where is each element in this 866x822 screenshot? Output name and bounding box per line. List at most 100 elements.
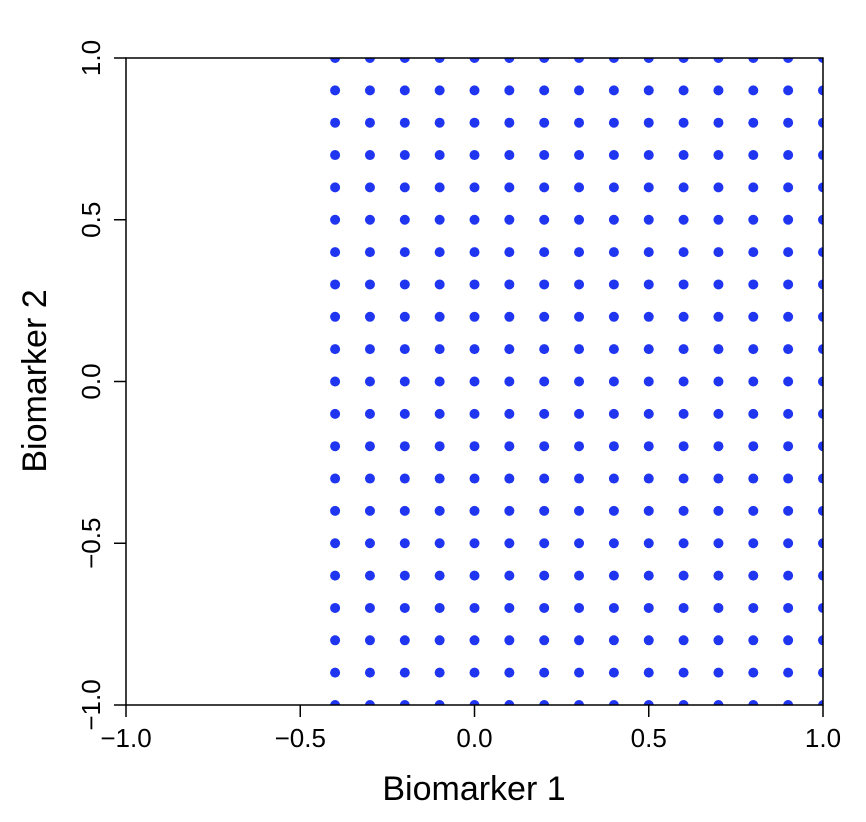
point: [539, 505, 550, 516]
point: [818, 311, 823, 322]
point: [608, 279, 619, 290]
point: [643, 214, 654, 225]
point: [539, 117, 550, 128]
point: [574, 150, 585, 161]
point: [818, 570, 823, 581]
point: [608, 344, 619, 355]
point: [399, 247, 410, 258]
point: [678, 441, 689, 452]
point: [504, 635, 515, 646]
point: [818, 58, 823, 63]
point: [364, 635, 375, 646]
point: [713, 408, 724, 419]
point: [608, 441, 619, 452]
point: [399, 85, 410, 96]
point: [504, 344, 515, 355]
point: [399, 376, 410, 387]
point: [330, 344, 341, 355]
point: [748, 344, 759, 355]
point: [399, 214, 410, 225]
point: [434, 247, 445, 258]
point: [539, 441, 550, 452]
point: [539, 376, 550, 387]
point: [364, 182, 375, 193]
point: [713, 214, 724, 225]
point: [399, 602, 410, 613]
point: [748, 85, 759, 96]
point: [608, 505, 619, 516]
point: [748, 473, 759, 484]
point: [539, 85, 550, 96]
point: [574, 570, 585, 581]
point: [574, 58, 585, 63]
point: [783, 505, 794, 516]
point: [818, 635, 823, 646]
point: [364, 667, 375, 678]
y-axis-label: Biomarker 2: [16, 289, 54, 472]
point: [330, 247, 341, 258]
point: [818, 700, 823, 705]
point: [539, 667, 550, 678]
point: [364, 214, 375, 225]
point: [643, 182, 654, 193]
point: [678, 505, 689, 516]
point: [504, 214, 515, 225]
point: [643, 376, 654, 387]
point: [364, 700, 375, 705]
point: [330, 602, 341, 613]
point: [469, 182, 480, 193]
point: [748, 602, 759, 613]
point: [504, 182, 515, 193]
point: [783, 182, 794, 193]
point: [469, 311, 480, 322]
point: [434, 311, 445, 322]
point: [539, 570, 550, 581]
x-tick-label: 0.5: [631, 723, 667, 753]
point: [678, 58, 689, 63]
point: [608, 58, 619, 63]
point: [504, 441, 515, 452]
point: [539, 150, 550, 161]
point: [608, 85, 619, 96]
point: [574, 117, 585, 128]
point: [713, 344, 724, 355]
point: [469, 667, 480, 678]
point: [469, 538, 480, 549]
point: [330, 182, 341, 193]
point: [469, 247, 480, 258]
point: [399, 635, 410, 646]
point: [783, 117, 794, 128]
point: [504, 311, 515, 322]
point: [608, 538, 619, 549]
point: [748, 247, 759, 258]
point: [399, 311, 410, 322]
point: [574, 344, 585, 355]
point: [608, 667, 619, 678]
point: [643, 667, 654, 678]
point: [678, 700, 689, 705]
point: [713, 85, 724, 96]
point: [783, 602, 794, 613]
point: [818, 376, 823, 387]
point: [678, 473, 689, 484]
point: [643, 117, 654, 128]
point: [713, 58, 724, 63]
point: [469, 700, 480, 705]
point: [678, 117, 689, 128]
point: [504, 58, 515, 63]
point: [713, 473, 724, 484]
point: [574, 635, 585, 646]
point: [574, 602, 585, 613]
point: [783, 311, 794, 322]
point: [364, 117, 375, 128]
point: [469, 117, 480, 128]
point: [748, 311, 759, 322]
point: [434, 602, 445, 613]
point: [783, 538, 794, 549]
point: [539, 279, 550, 290]
point: [748, 441, 759, 452]
point: [748, 58, 759, 63]
point: [574, 85, 585, 96]
point: [469, 602, 480, 613]
point: [748, 214, 759, 225]
